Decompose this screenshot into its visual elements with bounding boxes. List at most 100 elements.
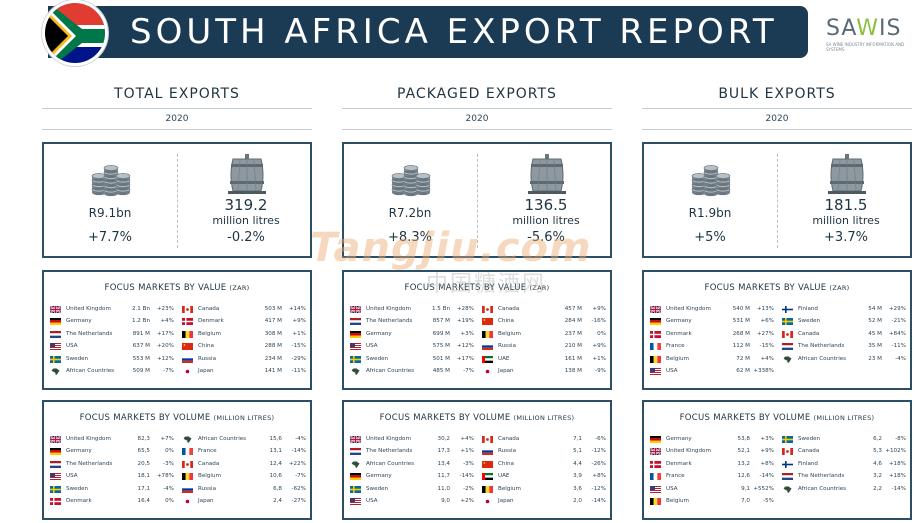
value-amount: R9.1bn <box>88 206 132 220</box>
market-value: 891 M <box>132 330 150 337</box>
finland-flag-icon <box>782 306 793 313</box>
market-value: 5,1 <box>573 448 582 455</box>
market-row: Finland 4,6 +18% <box>782 459 908 471</box>
market-name: Finland <box>798 460 818 467</box>
netherlands-flag-icon <box>782 343 793 351</box>
focus-markets-volume-panel: FOCUS MARKETS BY VOLUME (MILLION LITRES)… <box>642 400 912 520</box>
uk-flag-icon <box>349 305 362 314</box>
market-name: China <box>498 318 514 325</box>
market-row: Canada 5,3 +102% <box>782 446 908 458</box>
market-row: The Netherlands 35 M -11% <box>782 341 908 353</box>
market-change: -15% <box>291 343 306 350</box>
market-name: African Countries <box>798 485 847 492</box>
market-value: 288 M <box>264 343 282 350</box>
market-change: +14% <box>288 306 306 312</box>
market-value: 35 M <box>868 343 882 350</box>
barrel-icon <box>226 154 268 194</box>
market-name: Germany <box>66 448 92 455</box>
market-value: 12,6 <box>737 473 750 480</box>
market-row: Belgium 10,6 -7% <box>182 471 308 483</box>
market-value: 699 M <box>432 330 450 337</box>
market-value: 2.1 Bn <box>131 306 150 312</box>
market-name: African Countries <box>366 368 415 374</box>
market-value: 1.5 Bn <box>431 306 450 312</box>
market-row: UAE 161 M +1% <box>482 354 608 366</box>
value-change: +8.3% <box>388 230 432 245</box>
market-name: African Countries <box>198 436 247 442</box>
germany-flag-icon <box>350 330 361 338</box>
market-row: Finland 54 M +29% <box>782 304 908 316</box>
market-name: Japan <box>198 498 214 504</box>
market-change: -62% <box>291 485 306 492</box>
market-change: +2% <box>460 498 474 504</box>
panel-title: FOCUS MARKETS BY VOLUME (MILLION LITRES) <box>379 413 575 423</box>
market-change: +9% <box>592 343 606 350</box>
market-name: Canada <box>798 330 820 337</box>
japan-flag-icon <box>182 368 193 375</box>
market-change: +23% <box>156 306 174 312</box>
market-row: African Countries 23 M -4% <box>782 354 908 366</box>
market-name: Sweden <box>366 485 389 492</box>
uae-flag-icon <box>482 473 493 481</box>
market-name: USA <box>666 368 678 374</box>
market-value: 501 M <box>432 355 450 362</box>
market-change: +4% <box>760 355 774 362</box>
market-row: United Kingdom 30,2 +4% <box>349 434 476 446</box>
market-name: United Kingdom <box>666 306 711 312</box>
market-name: Canada <box>498 436 520 442</box>
kpi-divider <box>777 154 778 248</box>
sweden-flag-icon <box>782 436 793 443</box>
market-value: 531 M <box>732 318 750 325</box>
market-change: -16% <box>591 318 606 325</box>
market-value: 13,2 <box>737 460 750 467</box>
panel-title: FOCUS MARKETS BY VALUE (ZAR) <box>404 283 550 293</box>
focus-markets-volume-panel: FOCUS MARKETS BY VOLUME (MILLION LITRES)… <box>342 400 612 520</box>
denmark-flag-icon <box>182 318 193 326</box>
logo-tagline: SA WINE INDUSTRY INFORMATION AND SYSTEMS <box>826 42 905 52</box>
market-name: Russia <box>198 485 216 492</box>
market-name: United Kingdom <box>66 306 111 312</box>
market-row: Japan 2,4 -27% <box>182 496 308 508</box>
market-name: Germany <box>366 473 392 480</box>
market-value: 284 M <box>564 318 582 325</box>
market-name: United Kingdom <box>366 306 411 312</box>
market-value: 4,6 <box>873 460 882 467</box>
focus-markets-value-panel: FOCUS MARKETS BY VALUE (ZAR) United King… <box>642 270 912 390</box>
market-change: -14% <box>891 485 906 492</box>
market-name: Canada <box>498 306 520 312</box>
market-value: 457 M <box>564 306 582 312</box>
market-name: Germany <box>666 318 692 325</box>
finland-flag-icon <box>782 460 793 468</box>
column-title: PACKAGED EXPORTS <box>397 86 557 102</box>
watermark-text: Tangjiu.com <box>310 225 592 271</box>
market-change: +338% <box>753 368 774 374</box>
market-row: Denmark 417 M +9% <box>182 316 308 328</box>
volume-amount: 181.5 <box>824 196 868 214</box>
africa-flag-icon <box>50 368 61 375</box>
sweden-flag-icon <box>350 485 361 493</box>
volume-kpi: 136.5 million litres -5.6% <box>480 152 612 250</box>
japan-flag-icon <box>482 368 493 375</box>
market-change: -14% <box>291 448 306 455</box>
market-value: 5,3 <box>873 448 882 455</box>
germany-flag-icon <box>650 436 661 443</box>
market-row: Canada 503 M +14% <box>182 304 308 316</box>
market-name: Canada <box>798 448 820 455</box>
market-value: 6,8 <box>273 485 282 492</box>
market-change: -4% <box>895 355 906 362</box>
sweden-flag-icon <box>50 355 61 363</box>
title-banner: SOUTH AFRICA EXPORT REPORT <box>48 6 808 58</box>
coins-icon <box>88 154 134 198</box>
market-change: +8% <box>592 473 606 480</box>
market-row: China 284 M -16% <box>482 316 608 328</box>
market-row: The Netherlands 3,2 +18% <box>782 471 908 483</box>
market-name: The Netherlands <box>366 448 413 455</box>
belgium-flag-icon <box>650 498 661 505</box>
market-change: +4% <box>160 318 174 325</box>
market-value: 17,3 <box>437 448 450 455</box>
market-change: -11% <box>291 368 306 374</box>
market-change: -14% <box>759 473 774 480</box>
column-year: 2020 <box>465 114 489 124</box>
market-name: France <box>666 473 685 480</box>
netherlands-flag-icon <box>50 330 61 338</box>
